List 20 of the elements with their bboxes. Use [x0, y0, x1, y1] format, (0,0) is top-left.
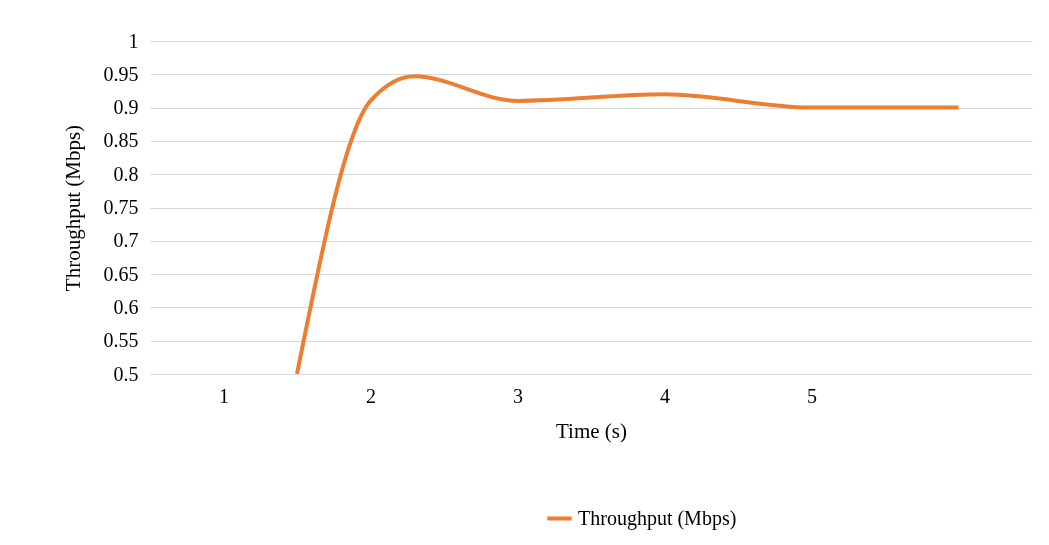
x-tick-label: 2: [366, 384, 376, 407]
y-tick-label: 0.95: [103, 62, 139, 85]
y-tick-label: 0.8: [113, 162, 139, 185]
y-tick-label: 0.6: [113, 295, 139, 318]
x-tick-label: 1: [219, 384, 229, 407]
y-tick-label: 0.85: [103, 129, 139, 152]
y-axis-title: Throughput (Mbps): [60, 124, 85, 292]
x-tick-label: 5: [807, 384, 817, 407]
y-tick-label: 0.75: [103, 196, 139, 218]
y-tick-label: 0.65: [103, 262, 139, 285]
x-tick-label: 4: [660, 384, 670, 407]
y-tick-label: 1: [128, 29, 139, 52]
y-tick-label: 0.5: [113, 362, 139, 385]
y-tick-label: 0.7: [113, 229, 139, 252]
x-axis-title: Time (s): [556, 418, 627, 443]
line-series: [295, 74, 961, 374]
legend-label: Throughput (Mbps): [578, 506, 737, 530]
y-tick-label: 0.55: [103, 329, 139, 352]
x-tick-label: 3: [513, 384, 523, 407]
y-tick-label: 0.9: [113, 96, 139, 119]
